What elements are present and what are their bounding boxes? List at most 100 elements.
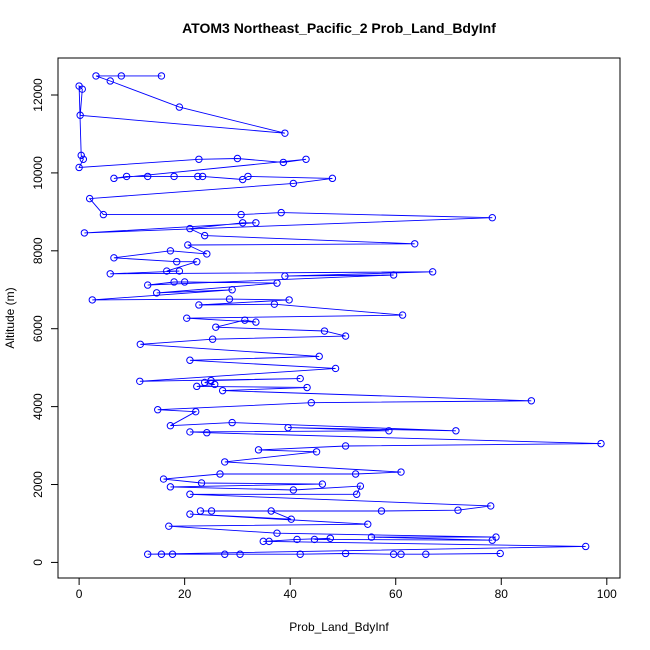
data-point: [92, 72, 100, 80]
data-point: [452, 427, 460, 435]
data-point: [259, 537, 267, 546]
data-point: [168, 550, 177, 558]
data-point: [326, 534, 334, 542]
data-point: [216, 470, 224, 478]
data-point: [110, 254, 118, 262]
x-tick-label: 100: [597, 587, 617, 601]
data-point: [238, 175, 247, 184]
data-point: [186, 356, 194, 364]
data-point: [293, 535, 301, 544]
data-point: [341, 549, 350, 558]
data-point: [77, 151, 85, 160]
data-point: [85, 194, 94, 203]
data-point: [163, 267, 171, 275]
data-point: [422, 550, 430, 558]
data-point: [110, 174, 118, 183]
data-point: [289, 179, 298, 188]
data-point: [318, 480, 327, 488]
data-point: [254, 446, 263, 454]
data-point: [144, 172, 152, 181]
data-point: [487, 502, 495, 510]
data-point: [218, 386, 227, 395]
data-point: [75, 82, 83, 90]
data-point: [208, 335, 217, 343]
data-point: [397, 550, 405, 558]
data-point: [175, 103, 184, 111]
data-point: [307, 399, 315, 407]
data-point: [197, 479, 206, 487]
data-point: [170, 172, 178, 181]
data-point: [289, 486, 298, 494]
data-point: [302, 155, 310, 163]
data-point: [284, 423, 292, 432]
data-point: [341, 332, 350, 340]
data-point: [241, 316, 249, 324]
data-point: [267, 507, 275, 515]
data-point: [454, 506, 462, 514]
data-point: [165, 522, 173, 530]
data-point: [389, 550, 398, 558]
data-point: [385, 427, 393, 435]
data-point: [144, 281, 152, 289]
data-point: [225, 295, 234, 303]
data-point: [527, 397, 536, 405]
data-point: [192, 407, 200, 416]
data-point: [173, 258, 181, 266]
y-tick-label: 0: [31, 559, 45, 566]
data-point: [144, 550, 152, 558]
data-point: [237, 210, 245, 219]
data-point: [352, 490, 361, 498]
x-tick-label: 60: [389, 587, 403, 601]
data-point: [203, 250, 211, 258]
data-point: [277, 208, 285, 217]
data-point: [196, 507, 205, 515]
data-point: [186, 490, 194, 498]
data-point: [79, 155, 88, 163]
data-point: [377, 507, 386, 515]
data-point: [303, 383, 311, 392]
data-point: [252, 318, 260, 326]
data-point: [88, 296, 97, 304]
data-point: [166, 247, 175, 255]
data-point: [184, 241, 192, 249]
data-point: [281, 129, 289, 137]
data-point: [356, 482, 365, 490]
chart-title: ATOM3 Northeast_Pacific_2 Prob_Land_BdyI…: [182, 20, 496, 36]
data-point: [207, 507, 216, 515]
data-point: [175, 267, 184, 275]
data-line: [78, 75, 602, 555]
data-point: [397, 468, 405, 476]
y-axis-title: Altitude (m): [3, 287, 17, 348]
data-point: [581, 542, 590, 551]
data-point: [281, 272, 289, 280]
data-point: [328, 174, 337, 183]
data-point: [411, 240, 419, 248]
data-point: [152, 289, 161, 297]
y-tick-label: 8000: [31, 237, 45, 264]
data-point: [157, 72, 166, 80]
data-point: [228, 286, 236, 294]
data-point: [597, 439, 605, 448]
y-tick-label: 12000: [31, 78, 45, 112]
data-point: [228, 418, 236, 427]
data-point: [106, 77, 114, 85]
x-axis-title: Prob_Land_BdyInf: [289, 620, 389, 634]
data-point: [389, 271, 398, 279]
data-point: [193, 258, 201, 266]
data-point: [236, 550, 244, 558]
data-point: [183, 314, 191, 322]
data-point: [195, 155, 203, 163]
data-point: [117, 72, 126, 80]
data-point: [76, 111, 84, 119]
y-tick-label: 2000: [31, 471, 45, 498]
data-point: [310, 535, 319, 544]
data-point: [166, 483, 175, 491]
data-point: [186, 224, 194, 233]
data-point: [106, 270, 114, 278]
data-point: [201, 231, 209, 240]
data-point: [287, 515, 295, 523]
data-point: [351, 470, 360, 478]
data-point: [488, 536, 496, 544]
data-point: [488, 214, 496, 222]
